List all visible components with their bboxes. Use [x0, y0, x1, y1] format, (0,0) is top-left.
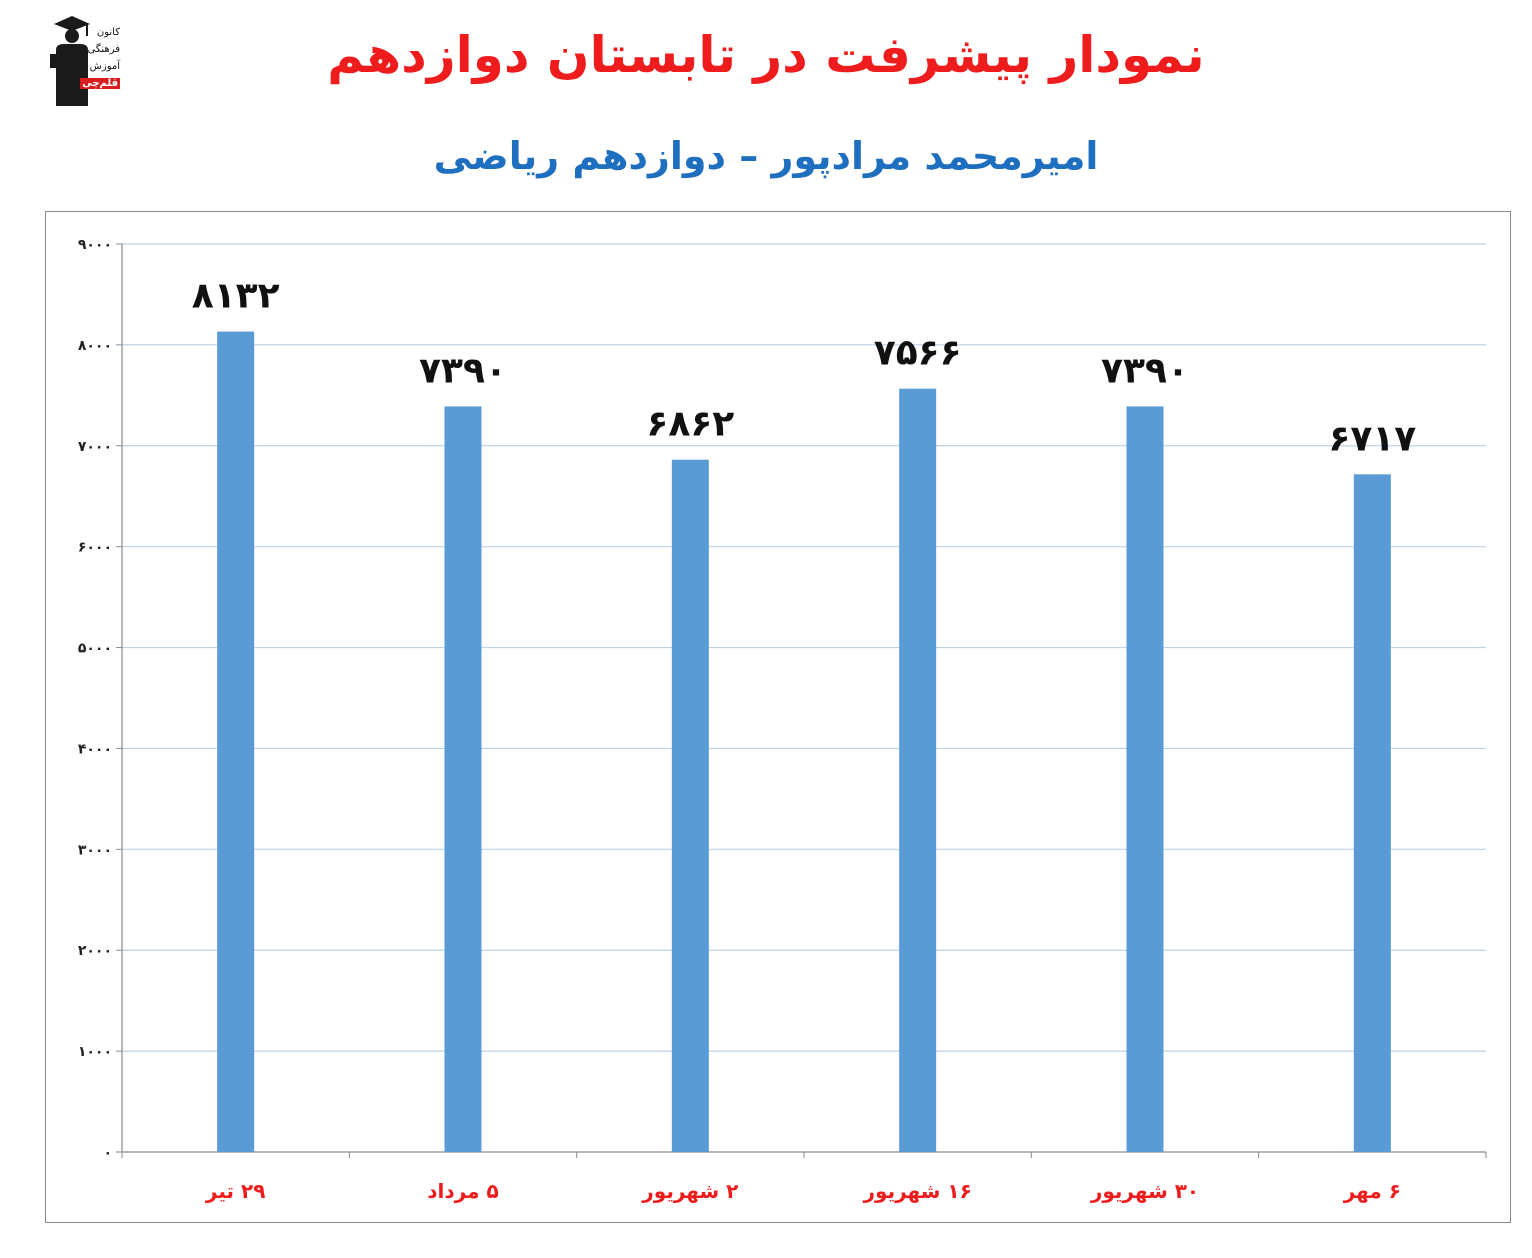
- y-tick-label: ۷۰۰۰: [78, 439, 112, 455]
- x-tick-label: ۲ شهریور: [641, 1179, 738, 1203]
- bar-chart: ۰ ۱۰۰۰ ۲۰۰۰ ۳۰۰۰ ۴۰۰۰ ۵۰۰۰ ۶۰۰۰ ۷۰۰۰ ۸۰۰۰ ۹۰۰۰ ۸۱۳…: [78, 237, 1487, 1203]
- x-tick-label: ۳۰ شهریور: [1090, 1179, 1199, 1203]
- graduate-icon: [50, 16, 90, 106]
- x-tick-label: ۱۶ شهریور: [863, 1179, 972, 1203]
- y-tick-label: ۴۰۰۰: [78, 741, 112, 757]
- bar: [1126, 406, 1164, 1152]
- data-label: ۶۷۱۷: [1328, 418, 1416, 459]
- bar: [444, 406, 482, 1152]
- logo-line: فرهنگی: [87, 44, 120, 55]
- bar: [671, 459, 709, 1152]
- bar: [899, 388, 937, 1152]
- x-tick-label: ۵ مرداد: [427, 1179, 498, 1203]
- bar: [1353, 474, 1391, 1152]
- y-tick-label: ۵۰۰۰: [78, 641, 112, 657]
- bar: [217, 331, 255, 1153]
- logo: [50, 16, 122, 108]
- page-subtitle: امیرمحمد مرادپور – دوازدهم ریاضی: [433, 134, 1099, 178]
- y-tick-label: ۶۰۰۰: [78, 540, 112, 556]
- logo-line: قلم‌چی: [80, 78, 120, 89]
- chart-frame: ۰ ۱۰۰۰ ۲۰۰۰ ۳۰۰۰ ۴۰۰۰ ۵۰۰۰ ۶۰۰۰ ۷۰۰۰ ۸۰۰۰ ۹۰۰۰ ۸۱۳…: [45, 211, 1511, 1223]
- data-label: ۷۳۹۰: [1101, 350, 1189, 391]
- y-tick-label: ۰: [103, 1145, 112, 1161]
- data-label: ۷۳۹۰: [419, 350, 507, 391]
- x-tick-label: ۶ مهر: [1343, 1179, 1401, 1203]
- y-tick-label: ۳۰۰۰: [78, 842, 112, 858]
- y-tick-label: ۹۰۰۰: [78, 237, 112, 253]
- data-label: ۶۸۶۲: [646, 404, 734, 445]
- data-label: ۸۱۳۲: [192, 276, 280, 317]
- x-tick-label: ۲۹ تیر: [205, 1179, 266, 1203]
- page-title: نمودار پیشرفت در تابستان دوازدهم: [327, 26, 1205, 84]
- logo-line: آموزش: [89, 61, 120, 72]
- y-tick-label: ۱۰۰۰: [78, 1044, 112, 1060]
- logo-text: کانون فرهنگی آموزش قلم‌چی: [64, 24, 120, 92]
- data-label: ۷۵۶۶: [874, 333, 962, 374]
- y-tick-label: ۸۰۰۰: [78, 338, 112, 354]
- logo-line: کانون: [96, 27, 120, 38]
- y-tick-label: ۲۰۰۰: [78, 943, 112, 959]
